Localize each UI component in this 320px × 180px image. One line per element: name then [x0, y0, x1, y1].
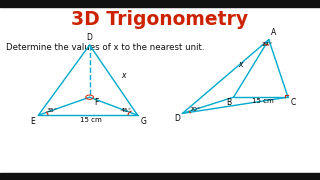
Text: 15 cm: 15 cm [252, 98, 273, 104]
Text: D: D [174, 114, 180, 123]
Text: G: G [141, 117, 147, 126]
Text: D: D [87, 33, 92, 42]
Text: F: F [94, 98, 99, 107]
Text: 3D Trigonometry: 3D Trigonometry [71, 10, 249, 29]
Text: Determine the values of x to the nearest unit.: Determine the values of x to the nearest… [6, 43, 205, 52]
Text: x: x [122, 71, 126, 80]
Text: A: A [271, 28, 276, 37]
Text: B: B [226, 98, 231, 107]
Text: 35°: 35° [46, 108, 57, 113]
Text: 15 cm: 15 cm [80, 116, 102, 123]
Text: C: C [291, 98, 296, 107]
Text: 27°: 27° [262, 42, 273, 48]
Text: E: E [30, 117, 35, 126]
Text: 70°: 70° [189, 107, 200, 112]
Text: 45°: 45° [121, 108, 132, 113]
Text: x: x [239, 60, 243, 69]
